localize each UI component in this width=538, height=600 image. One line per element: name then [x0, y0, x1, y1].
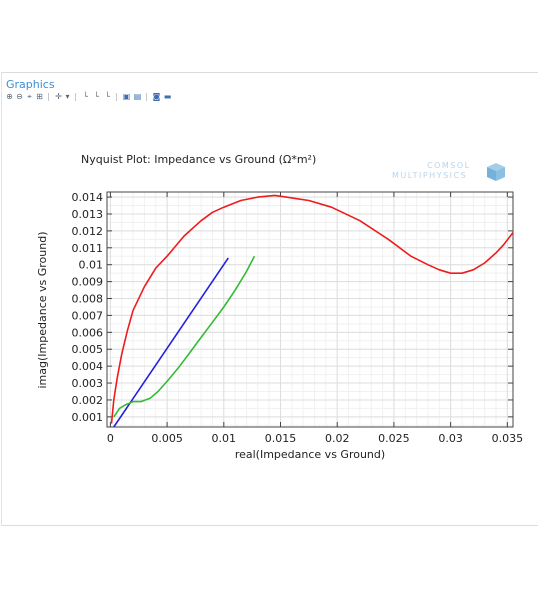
grid-icon[interactable]: └: [105, 92, 110, 101]
x-axis-label: real(Impedance vs Ground): [235, 448, 385, 461]
y-tick-label: 0.013: [72, 208, 104, 221]
comsol-logo: COMSOL MULTIPHYSICS: [392, 161, 505, 181]
x-tick-label: 0.015: [265, 432, 297, 445]
y-tick-label: 0.009: [72, 276, 104, 289]
x-tick-label: 0.01: [212, 432, 237, 445]
y-axis-label: imag(Impedance vs Ground): [36, 232, 49, 389]
y-tick-label: 0.006: [72, 326, 104, 339]
y-tick-label: 0.01: [79, 259, 104, 272]
series-line-2: [113, 257, 229, 427]
x-tick-label: 0.005: [151, 432, 183, 445]
y-tick-label: 0.004: [72, 360, 104, 373]
y-tick-label: 0.014: [72, 191, 104, 204]
chart-title: Nyquist Plot: Impedance vs Ground (Ω*m²): [81, 153, 316, 166]
panel-title: Graphics: [6, 78, 55, 91]
zoom-box-icon[interactable]: ⌖: [27, 92, 32, 101]
x-axis-log-icon[interactable]: └: [83, 92, 88, 101]
y-tick-label: 0.012: [72, 225, 104, 238]
comsol-cube-icon: [487, 163, 505, 181]
graphics-toolbar: ⊕ ⊖ ⌖ ⊞ ✛ ▾ └ └ └ ▣ ▤ ◙ ▬: [5, 92, 525, 104]
series-layer: [110, 194, 513, 427]
plot-frame: [106, 191, 514, 428]
x-tick-label: 0: [107, 432, 114, 445]
camera-icon[interactable]: ◙: [152, 92, 161, 101]
zoom-in-icon[interactable]: ⊕: [6, 92, 13, 101]
series-line-3: [113, 255, 256, 418]
x-tick-label: 0.035: [492, 432, 524, 445]
logo-line2: MULTIPHYSICS: [392, 171, 467, 180]
grid: [107, 192, 513, 427]
logo-line1: COMSOL: [427, 161, 471, 170]
y-axis-log-icon[interactable]: └: [94, 92, 99, 101]
print-icon[interactable]: ▬: [163, 92, 172, 101]
y-tick-label: 0.008: [72, 293, 104, 306]
y-tick-label: 0.011: [72, 242, 104, 255]
zoom-out-icon[interactable]: ⊖: [16, 92, 23, 101]
legend-icon[interactable]: ▣: [122, 92, 131, 101]
ticks: 0 0.005 0.01 0.015 0.02 0.025 0.03 0.035 0.001 0.…: [72, 191, 524, 445]
x-tick-label: 0.03: [438, 432, 463, 445]
y-tick-label: 0.003: [72, 377, 104, 390]
y-tick-label: 0.005: [72, 343, 104, 356]
series-line-1: [110, 194, 513, 424]
x-tick-label: 0.02: [325, 432, 350, 445]
table-icon[interactable]: ▤: [133, 92, 142, 101]
x-tick-label: 0.025: [378, 432, 410, 445]
axis-icon[interactable]: ✛: [55, 92, 62, 101]
y-tick-label: 0.002: [72, 394, 104, 407]
zoom-extents-icon[interactable]: ⊞: [36, 92, 43, 101]
y-tick-label: 0.007: [72, 309, 104, 322]
y-tick-label: 0.001: [72, 411, 104, 424]
chevron-down-icon[interactable]: ▾: [65, 92, 70, 101]
